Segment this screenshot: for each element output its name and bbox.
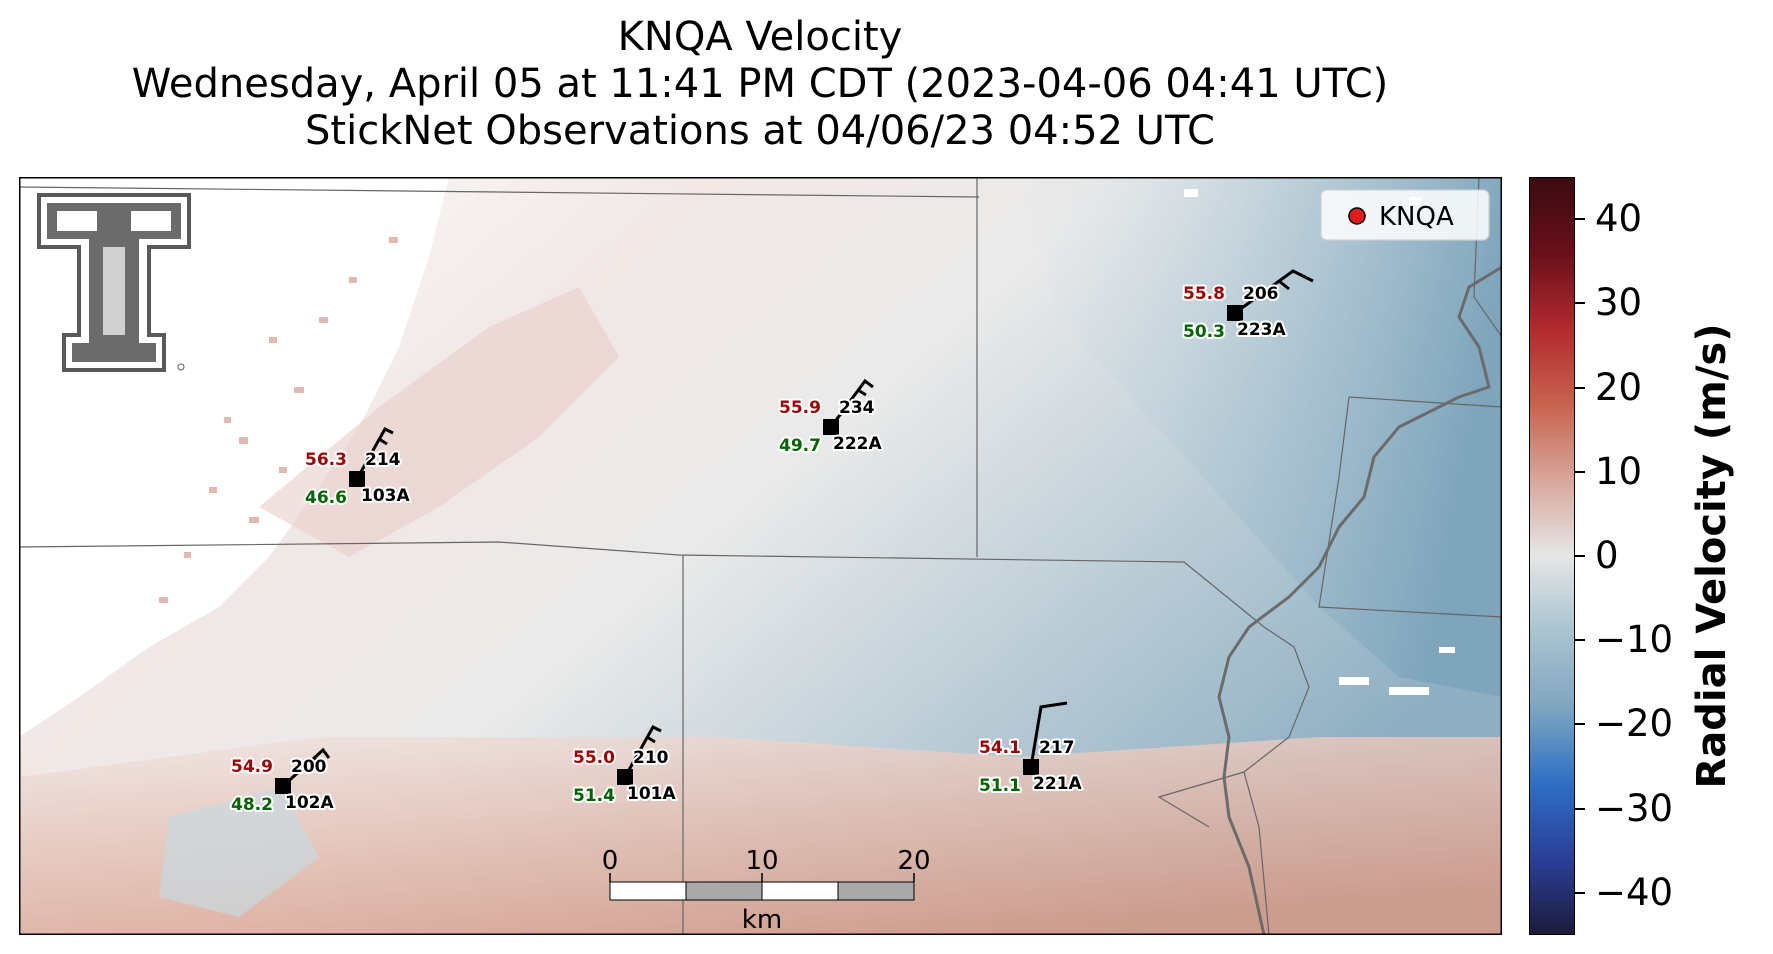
colorbar-tick-mark xyxy=(1575,470,1585,473)
title-radar: KNQA Velocity xyxy=(617,14,903,60)
scale-tick-10: 10 xyxy=(745,846,778,876)
colorbar-tick-mark xyxy=(1575,386,1585,389)
sw-gap xyxy=(19,477,179,597)
boundary-sw xyxy=(1157,771,1245,828)
sparse-gates xyxy=(159,237,398,603)
station-dewpoint: 48.2 xyxy=(231,795,273,815)
station-wind-dir: 206 xyxy=(1243,284,1279,304)
county-boundaries xyxy=(19,177,1502,935)
station-dewpoint: 50.3 xyxy=(1183,322,1225,342)
station-temp: 55.0 xyxy=(573,748,615,768)
colorbar-tick-label: 30 xyxy=(1595,281,1643,325)
station-dewpoint: 51.4 xyxy=(573,786,615,806)
title-block: KNQA Velocity Wednesday, April 05 at 11:… xyxy=(0,14,1520,155)
boundary-north xyxy=(19,186,980,198)
legend-label: KNQA xyxy=(1379,202,1454,232)
scale-bar: 0 10 20 km xyxy=(602,846,931,935)
station-223A[interactable]: 55.8 206 50.3 223A xyxy=(1181,269,1314,344)
legend-marker xyxy=(1348,207,1366,225)
colorbar-tick-label: −40 xyxy=(1595,870,1674,914)
station-id: 101A xyxy=(627,784,676,804)
colorbar-tick-label: 40 xyxy=(1595,197,1643,241)
station-wind-dir: 234 xyxy=(839,398,875,418)
station-id: 221A xyxy=(1033,774,1082,794)
colorbar-tick-mark xyxy=(1575,723,1585,726)
colorbar-tick-mark xyxy=(1575,891,1585,894)
inbound-region xyxy=(1019,177,1502,697)
map-frame xyxy=(19,177,1502,935)
map-canvas[interactable]: KNQA 0 10 20 km 56.3 214 46.6 xyxy=(19,177,1502,935)
colorbar-tick-label: −10 xyxy=(1595,618,1674,662)
station-temp: 55.9 xyxy=(779,398,821,418)
station-id: 102A xyxy=(285,793,334,813)
scale-unit: km xyxy=(742,905,782,935)
station-temp: 55.8 xyxy=(1183,284,1225,304)
boundary-east-3 xyxy=(1318,396,1502,618)
colorbar-label: Radial Velocity (m/s) xyxy=(1689,323,1735,789)
colorbar-tick-label: −30 xyxy=(1595,786,1674,830)
station-temp: 54.1 xyxy=(979,738,1021,758)
sticknet-stations: 56.3 214 46.6 103A 55.9 234 49.7 222A 55 xyxy=(229,269,1314,817)
station-222A[interactable]: 55.9 234 49.7 222A xyxy=(777,378,884,458)
station-id: 222A xyxy=(833,434,882,454)
station-102A[interactable]: 54.9 200 48.2 102A xyxy=(229,747,336,817)
station-wind-dir: 210 xyxy=(633,748,669,768)
outbound-region xyxy=(19,737,1502,935)
state-border-river xyxy=(1217,265,1502,935)
inbound-patch xyxy=(159,787,319,917)
colorbar-tick-mark xyxy=(1575,555,1585,557)
colorbar-tick-mark xyxy=(1575,639,1585,642)
colorbar-tick-mark xyxy=(1575,807,1585,810)
station-id: 103A xyxy=(361,486,410,506)
station-dewpoint: 49.7 xyxy=(779,436,821,456)
boundary-east-2 xyxy=(1348,396,1502,408)
station-id: 223A xyxy=(1237,320,1286,340)
station-temp: 56.3 xyxy=(305,450,347,470)
station-wind-dir: 217 xyxy=(1039,738,1075,758)
title-observations: StickNet Observations at 04/06/23 04:52 … xyxy=(305,108,1215,154)
station-wind-dir: 200 xyxy=(291,757,327,777)
colorbar xyxy=(1529,177,1575,935)
station-103A[interactable]: 56.3 214 46.6 103A xyxy=(303,427,412,510)
colorbar-tick-mark xyxy=(1575,302,1585,305)
station-101A[interactable]: 55.0 210 51.4 101A xyxy=(571,725,678,808)
station-221A[interactable]: 54.1 217 51.1 221A xyxy=(977,701,1084,798)
title-datetime: Wednesday, April 05 at 11:41 PM CDT (202… xyxy=(131,61,1389,107)
boundary-east-1 xyxy=(1243,626,1310,935)
scale-tick-20: 20 xyxy=(897,846,930,876)
colorbar-tick-mark xyxy=(1575,218,1585,221)
outbound-band xyxy=(259,287,619,557)
texas-tech-logo xyxy=(37,193,191,372)
colorbar-tick-label: 0 xyxy=(1595,534,1619,577)
station-dewpoint: 46.6 xyxy=(305,488,347,508)
station-wind-dir: 214 xyxy=(365,450,401,470)
station-dewpoint: 51.1 xyxy=(979,776,1021,796)
scale-tick-0: 0 xyxy=(602,846,619,876)
colorbar-tick-label: −20 xyxy=(1595,702,1674,746)
boundary-middle xyxy=(19,541,1265,628)
colorbar-tick-label: 10 xyxy=(1595,449,1643,493)
colorbar-tick-label: 20 xyxy=(1595,365,1643,409)
map-panel[interactable]: KNQA 0 10 20 km 56.3 214 46.6 xyxy=(19,177,1502,935)
station-temp: 54.9 xyxy=(231,757,273,777)
map-legend[interactable]: KNQA xyxy=(1320,189,1490,241)
colorbar-ticks: 40 30 20 10 0 −10 −20 −30 −40 xyxy=(1575,177,1673,935)
